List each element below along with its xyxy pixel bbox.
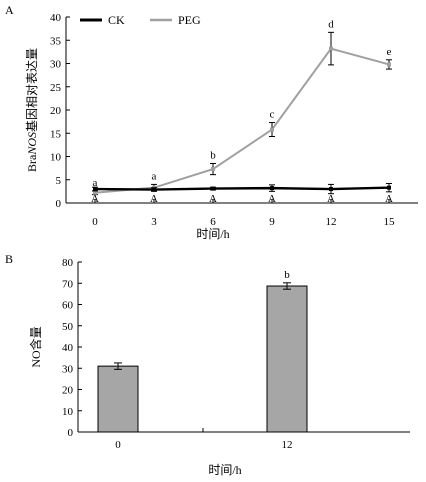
chart-b-y-tick-label: 40 <box>62 342 74 354</box>
bar <box>97 365 139 433</box>
significance-letter-peg: c <box>270 109 275 121</box>
panel-b-label: B <box>5 252 13 266</box>
data-point-peg <box>329 46 333 51</box>
significance-letter-ck: A <box>268 193 276 205</box>
significance-letter-ck: A <box>209 193 217 205</box>
chart-a-x-tick-label: 3 <box>151 216 157 228</box>
chart-b-y-tick-label: 30 <box>62 363 74 375</box>
chart-b-y-ticks: 0 10 20 30 40 50 60 70 80 <box>62 257 82 439</box>
bar-chart-b: 0 10 20 30 40 50 60 70 80 0 12 b 时间/h NO含量 <box>28 257 410 477</box>
data-point-peg <box>93 190 97 195</box>
data-point-ck <box>152 187 156 192</box>
chart-a-x-ticks: 0 3 6 9 12 15 <box>92 199 395 228</box>
chart-b-y-tick-label: 80 <box>62 257 74 269</box>
line-chart-a: 0 5 10 15 20 25 30 35 40 0 3 6 9 12 15 A A A A A Aa a b c d e C… <box>25 12 418 241</box>
significance-letter-ck: A <box>385 193 393 205</box>
bar-significance-letter: b <box>284 269 290 281</box>
chart-a-y-tick-label: 10 <box>50 152 62 164</box>
chart-a-y-tick-label: 5 <box>56 175 62 187</box>
chart-a-y-tick-label: 0 <box>56 198 62 210</box>
data-point-ck <box>211 186 215 191</box>
chart-a-legend: CK PEG <box>80 13 201 27</box>
chart-a-x-tick-label: 0 <box>92 216 98 228</box>
chart-a-x-tick-label: 15 <box>384 216 396 228</box>
chart-b-bars: b <box>97 269 308 433</box>
chart-a-y-label: BraNOS基因相对表达量 <box>25 48 39 172</box>
chart-a-y-tick-label: 30 <box>50 59 62 71</box>
chart-a-y-ticks: 0 5 10 15 20 25 30 35 40 <box>50 12 70 210</box>
significance-letter-peg: a <box>152 170 157 182</box>
bar <box>266 285 308 433</box>
data-point-ck <box>93 187 97 192</box>
significance-letter-ck: A <box>327 193 335 205</box>
chart-a-y-tick-label: 35 <box>50 35 62 47</box>
data-point-ck <box>270 186 274 191</box>
chart-b-y-tick-label: 20 <box>62 385 74 397</box>
legend-label-ck: CK <box>108 13 125 27</box>
chart-b-y-tick-label: 10 <box>62 406 74 418</box>
chart-a-series: A A A A A Aa a b c d e <box>91 18 393 205</box>
data-point-peg <box>387 62 391 67</box>
significance-letter-peg: a <box>93 177 98 189</box>
data-point-ck <box>329 187 333 192</box>
chart-a-x-label: 时间/h <box>196 227 229 241</box>
significance-letter-peg: e <box>387 46 392 58</box>
chart-b-x-label: 时间/h <box>208 463 241 477</box>
chart-b-y-tick-label: 50 <box>62 321 74 333</box>
significance-letter-ck: A <box>91 193 99 205</box>
data-point-peg <box>270 127 274 132</box>
chart-a-x-tick-label: 6 <box>210 216 216 228</box>
chart-b-x-ticks: 0 12 <box>115 428 293 451</box>
legend-label-peg: PEG <box>178 13 201 27</box>
chart-a-y-tick-label: 25 <box>50 82 62 94</box>
chart-a-x-tick-label: 9 <box>269 216 275 228</box>
significance-letter-peg: d <box>328 18 334 30</box>
chart-b-x-tick-label: 12 <box>282 439 293 451</box>
chart-a-x-tick-label: 12 <box>326 216 337 228</box>
significance-letter-ck: A <box>150 193 158 205</box>
chart-b-y-label: NO含量 <box>28 326 43 367</box>
series-line-peg <box>94 47 390 194</box>
chart-b-y-tick-label: 60 <box>62 300 74 312</box>
chart-b-x-tick-label: 0 <box>115 439 121 451</box>
chart-a-y-tick-label: 15 <box>50 128 62 140</box>
significance-letter-peg: b <box>210 149 216 161</box>
series-line-ck <box>94 186 390 191</box>
panel-a-label: A <box>5 3 14 17</box>
chart-a-y-tick-label: 20 <box>50 105 62 117</box>
data-point-ck <box>387 185 391 190</box>
chart-b-y-tick-label: 0 <box>68 427 74 439</box>
data-point-peg <box>211 167 215 172</box>
chart-b-y-tick-label: 70 <box>62 278 74 290</box>
chart-a-y-tick-label: 40 <box>50 12 62 24</box>
